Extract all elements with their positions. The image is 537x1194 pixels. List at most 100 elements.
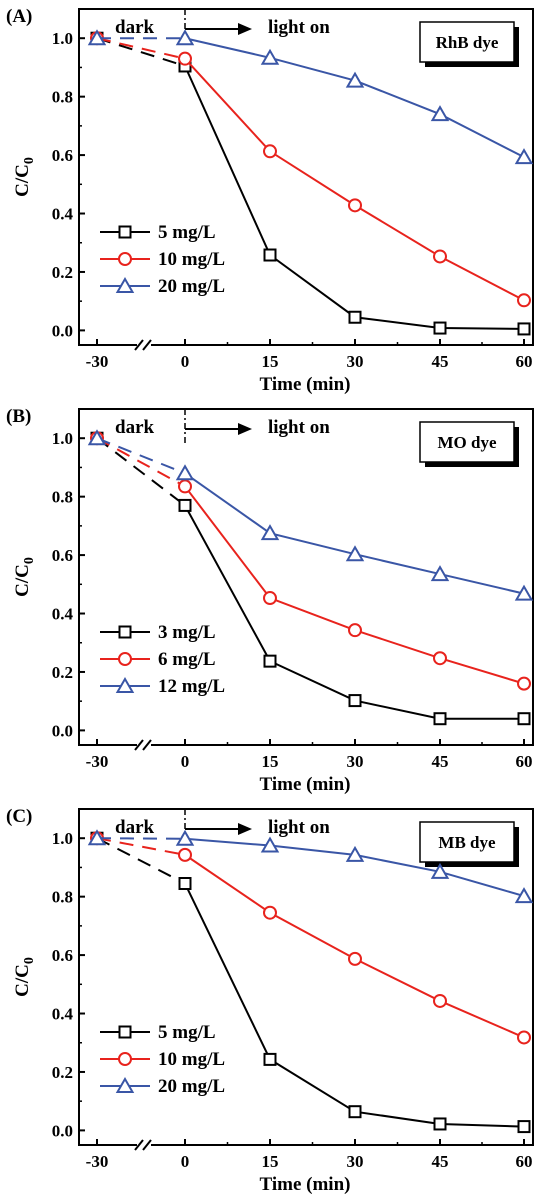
y-tick-label: 0.2	[52, 663, 73, 682]
legend-marker	[118, 1025, 132, 1039]
data-point	[514, 887, 534, 904]
data-point	[348, 623, 362, 638]
data-point	[178, 51, 192, 66]
dye-box	[419, 21, 515, 63]
data-point	[517, 676, 531, 691]
panel-label: (A)	[6, 6, 32, 27]
plot-frame	[78, 8, 534, 346]
data-point	[263, 1052, 277, 1066]
x-tick-label: 30	[347, 1152, 364, 1171]
axis-break-mark	[134, 339, 144, 351]
data-point	[517, 1120, 531, 1134]
data-point	[260, 524, 280, 541]
y-tick-label: 0.8	[52, 488, 73, 507]
series-break-segment	[96, 437, 186, 475]
legend-marker	[118, 225, 132, 239]
data-point	[348, 694, 362, 708]
y-tick-label: 0.4	[52, 1005, 74, 1024]
dark-label: dark	[115, 17, 155, 38]
axis-break-mark	[142, 739, 152, 751]
data-point	[345, 545, 365, 562]
data-point	[178, 847, 192, 862]
series-line	[184, 472, 525, 595]
light-arrow-head	[238, 823, 252, 835]
data-point	[433, 651, 447, 666]
legend-marker	[118, 252, 132, 266]
y-tick-label: 0.6	[52, 546, 73, 565]
data-point	[260, 48, 280, 65]
x-tick-label: 15	[262, 752, 279, 771]
chart-panel-1: 0.0 0.2 0.4 0.6 0.8 1.0 -30 0 15 30 45 60 Time (min)…	[6, 6, 534, 395]
data-point	[433, 712, 447, 726]
data-point	[430, 862, 450, 879]
axis-break-mark	[134, 1139, 144, 1151]
x-tick-label: 45	[432, 352, 449, 371]
series-break-segment	[96, 437, 186, 488]
y-tick-label: 0.0	[52, 721, 73, 740]
data-point	[517, 322, 531, 336]
series-break-segment	[96, 837, 186, 840]
x-tick-label: 0	[181, 752, 190, 771]
axis-break-mark	[134, 739, 144, 751]
light-on-label: light on	[268, 817, 330, 838]
legend-entry: 3 mg/L	[158, 622, 216, 643]
x-tick-label: 45	[432, 752, 449, 771]
y-tick-label: 1.0	[52, 429, 73, 448]
panel-label: (C)	[6, 806, 32, 827]
x-tick-label: -30	[86, 752, 109, 771]
series-triangle	[87, 429, 534, 601]
series-triangle	[87, 829, 534, 904]
data-point	[433, 1117, 447, 1131]
panel-label: (B)	[6, 406, 31, 427]
light-on-label: light on	[268, 417, 330, 438]
x-tick-label: 0	[181, 1152, 190, 1171]
series-line	[184, 883, 525, 1128]
legend-entry: 20 mg/L	[158, 1076, 225, 1097]
series-break-segment	[96, 837, 186, 885]
data-point	[517, 1030, 531, 1045]
legend-entry: 20 mg/L	[158, 276, 225, 297]
data-point	[263, 591, 277, 606]
data-point	[348, 1105, 362, 1119]
data-point	[175, 29, 195, 46]
legend-marker	[118, 652, 132, 666]
dye-label: RhB dye	[436, 33, 499, 52]
series-break-segment	[96, 437, 186, 507]
series-circle	[90, 431, 531, 691]
chart-panel-3: 0.0 0.2 0.4 0.6 0.8 1.0 -30 0 15 30 45 60 Time (min)…	[6, 806, 534, 1194]
series-circle	[90, 31, 531, 308]
x-tick-label: 30	[347, 752, 364, 771]
x-tick-label: -30	[86, 1152, 109, 1171]
dye-label: MB dye	[438, 833, 496, 852]
data-point	[87, 429, 107, 446]
legend-entry: 5 mg/L	[158, 1022, 216, 1043]
data-point	[263, 905, 277, 920]
series-break-segment	[96, 837, 186, 856]
series-line	[184, 504, 524, 720]
data-point	[517, 293, 531, 308]
y-tick-label: 0.8	[52, 88, 73, 107]
light-on-label: light on	[268, 17, 330, 38]
data-point	[263, 654, 277, 668]
x-tick-label: 60	[516, 752, 533, 771]
y-tick-label: 0.2	[52, 263, 73, 282]
y-tick-label: 0.4	[52, 205, 74, 224]
chart-panel-2: 0.0 0.2 0.4 0.6 0.8 1.0 -30 0 15 30 45 60 Time (min)…	[6, 406, 534, 795]
light-arrow-head	[238, 423, 252, 435]
legend-marker	[118, 1052, 132, 1066]
data-point	[345, 71, 365, 88]
x-tick-label: 30	[347, 352, 364, 371]
data-point	[348, 951, 362, 966]
x-tick-label: 45	[432, 1152, 449, 1171]
y-axis-title: C/C0	[12, 157, 37, 197]
x-axis-title: Time (min)	[260, 374, 351, 395]
x-tick-label: 60	[516, 1152, 533, 1171]
legend-entry: 10 mg/L	[158, 1049, 225, 1070]
legend-marker	[115, 1076, 135, 1093]
legend-entry: 5 mg/L	[158, 222, 216, 243]
plot-frame	[78, 408, 534, 746]
x-tick-label: 15	[262, 352, 279, 371]
y-tick-label: 0.0	[52, 321, 73, 340]
data-point	[87, 829, 107, 846]
y-tick-label: 0.2	[52, 1063, 73, 1082]
